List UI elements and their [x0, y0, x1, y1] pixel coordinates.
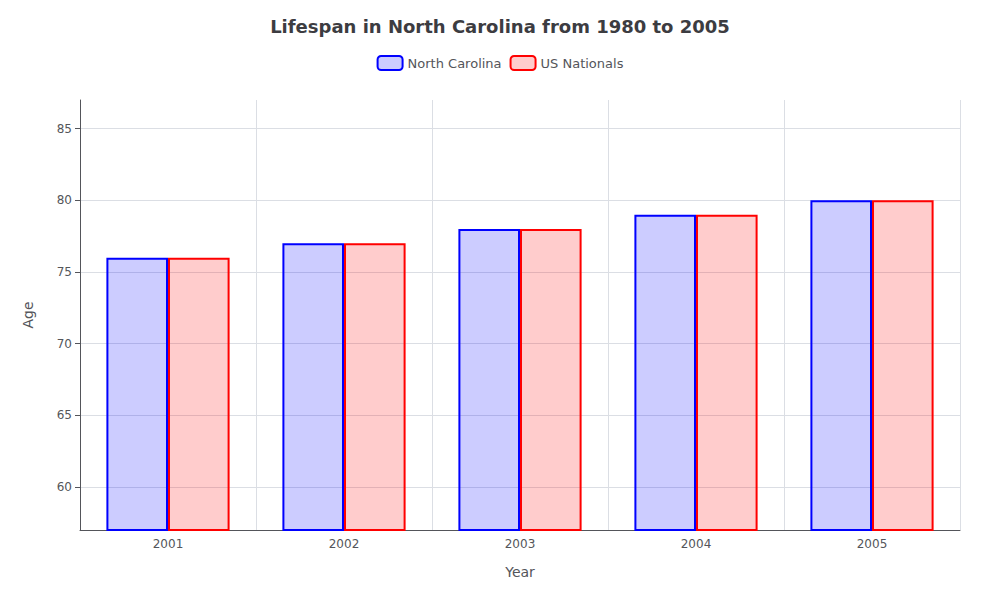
svg-text:85: 85: [57, 122, 72, 136]
svg-text:2004: 2004: [681, 537, 712, 551]
svg-text:75: 75: [57, 265, 72, 279]
svg-text:70: 70: [57, 337, 72, 351]
svg-text:North Carolina: North Carolina: [408, 56, 502, 71]
svg-text:80: 80: [57, 193, 72, 207]
svg-text:Year: Year: [504, 564, 535, 580]
svg-text:2005: 2005: [857, 537, 888, 551]
svg-text:Lifespan in North Carolina fro: Lifespan in North Carolina from 1980 to …: [270, 16, 730, 37]
svg-text:60: 60: [57, 480, 72, 494]
svg-text:Age: Age: [20, 301, 36, 328]
svg-text:65: 65: [57, 408, 72, 422]
svg-text:2003: 2003: [505, 537, 536, 551]
svg-text:US Nationals: US Nationals: [541, 56, 624, 71]
svg-text:2001: 2001: [153, 537, 184, 551]
svg-text:2002: 2002: [329, 537, 360, 551]
